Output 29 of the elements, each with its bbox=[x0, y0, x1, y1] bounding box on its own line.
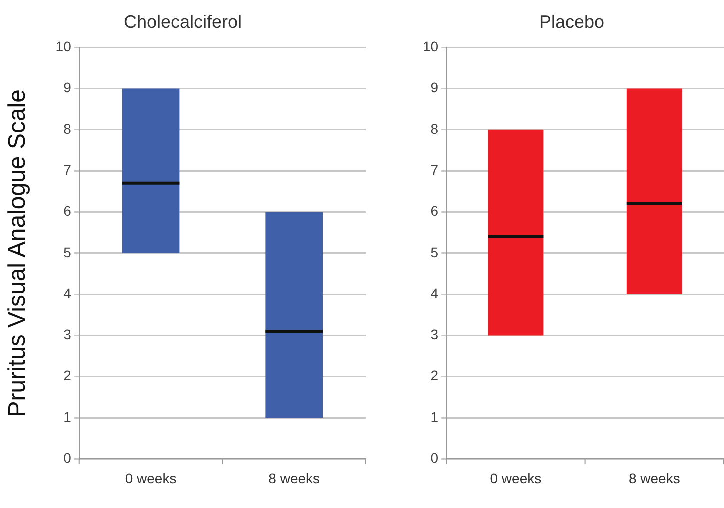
x-tick-label: 8 weeks bbox=[628, 470, 680, 486]
y-tick-label: 9 bbox=[430, 80, 439, 96]
y-tick-label: 7 bbox=[430, 162, 439, 178]
x-tick-label: 0 weeks bbox=[490, 470, 542, 486]
y-tick-label: 10 bbox=[422, 38, 439, 54]
y-tick-label: 5 bbox=[64, 244, 72, 260]
y-tick-label: 5 bbox=[430, 244, 439, 260]
x-tick-label: 0 weeks bbox=[125, 470, 177, 486]
y-axis-title: Pruritus Visual Analogue Scale bbox=[4, 90, 32, 418]
y-tick-label: 4 bbox=[64, 285, 72, 302]
y-tick-label: 2 bbox=[430, 368, 439, 384]
chart-title: Cholecalciferol bbox=[124, 12, 242, 32]
y-tick-label: 8 bbox=[64, 120, 72, 137]
y-tick-label: 8 bbox=[430, 120, 439, 137]
y-tick-label: 2 bbox=[64, 368, 72, 384]
y-tick-label: 6 bbox=[430, 203, 439, 220]
y-tick-label: 0 bbox=[430, 450, 439, 466]
y-tick-label: 0 bbox=[64, 450, 72, 466]
y-tick-label: 1 bbox=[430, 408, 439, 425]
y-tick-label: 9 bbox=[64, 80, 72, 96]
y-tick-label: 10 bbox=[56, 38, 72, 54]
x-tick-label: 8 weeks bbox=[268, 470, 320, 486]
chart-title: Placebo bbox=[539, 12, 605, 32]
y-tick-label: 4 bbox=[430, 285, 439, 302]
y-tick-label: 3 bbox=[64, 326, 72, 343]
y-tick-label: 6 bbox=[64, 203, 72, 220]
y-tick-label: 7 bbox=[64, 162, 72, 178]
y-tick-label: 1 bbox=[64, 408, 72, 425]
y-tick-label: 3 bbox=[430, 326, 439, 343]
